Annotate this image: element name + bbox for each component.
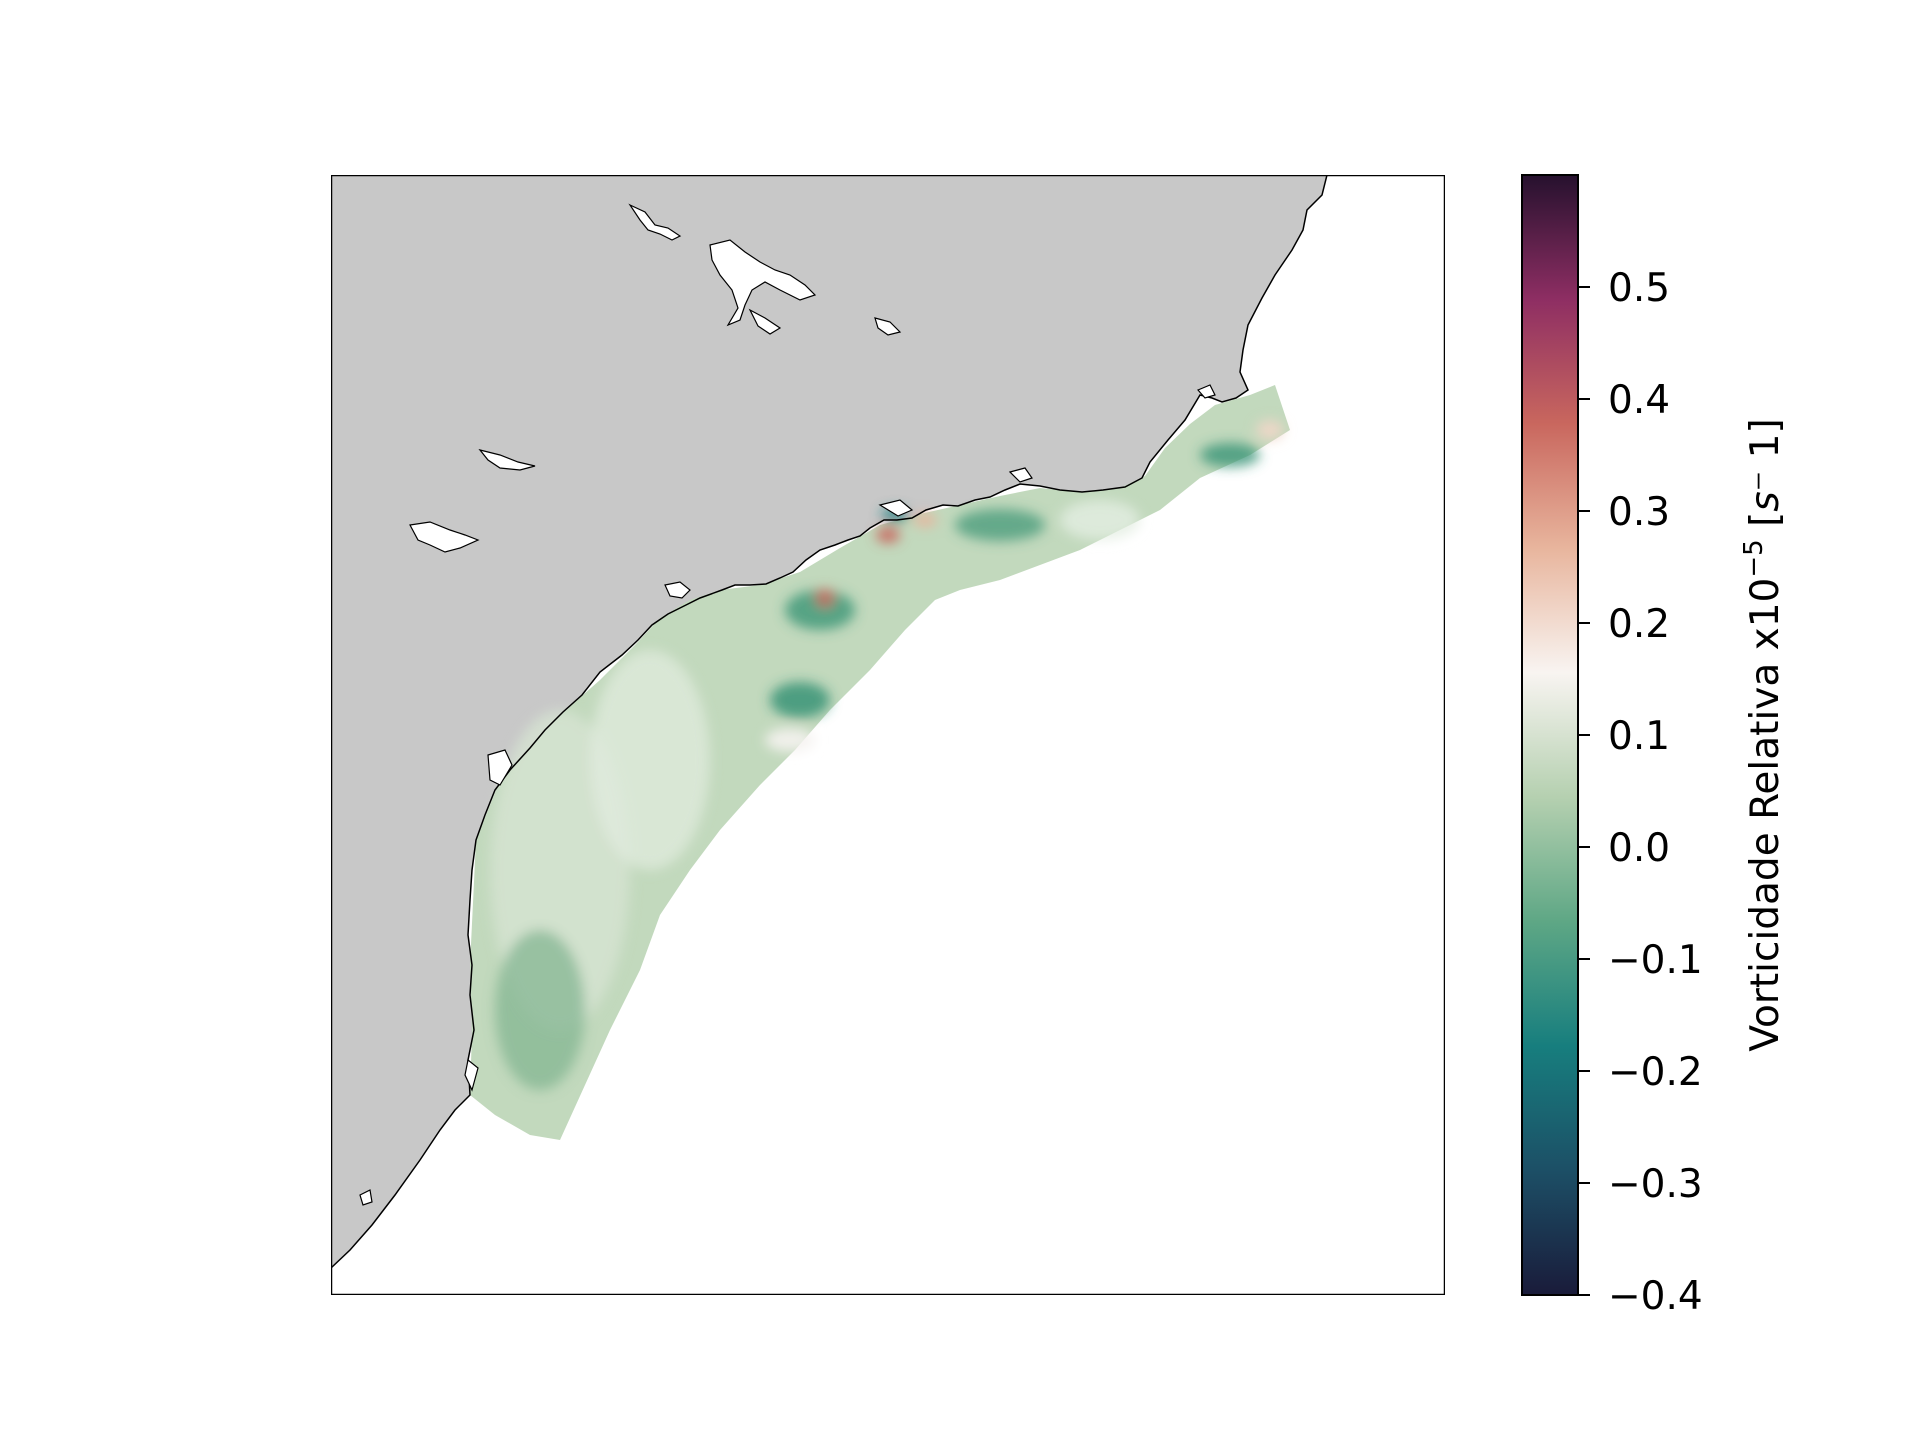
vorticity-positive-patch (876, 527, 900, 543)
colorbar-tick-label: 0.5 (1608, 266, 1670, 311)
colorbar-tick-label: −0.4 (1608, 1274, 1703, 1319)
colorbar-tick-label: 0.3 (1608, 490, 1670, 535)
colorbar-title: Vorticidade Relativa x10−5 [s⁻ 1] (1739, 418, 1788, 1051)
vorticity-field (470, 385, 1290, 1140)
map-axes (331, 175, 1445, 1295)
lake (709, 239, 817, 327)
vorticity-dark-patch (495, 930, 585, 1090)
lake (478, 448, 536, 471)
vorticity-dark-patch (1200, 443, 1260, 467)
lagoon (1008, 467, 1033, 483)
lagoon (487, 749, 513, 786)
vorticity-light-patch (590, 650, 710, 870)
vorticity-light-patch (765, 728, 815, 752)
colorbar-tick-label: −0.2 (1608, 1050, 1703, 1095)
colorbar: 0.5 0.4 0.3 0.2 0.1 0.0 −0.1 −0.2 −0.3 −0.4 Vorti… (1521, 174, 1788, 1319)
colorbar-tick-label: 0.1 (1608, 714, 1670, 759)
vorticity-positive-patch (913, 513, 937, 527)
lagoon (359, 1189, 373, 1206)
vorticity-dark-patch (955, 509, 1045, 541)
vorticity-dark-patch (785, 590, 855, 630)
colorbar-tick-label: 0.0 (1608, 826, 1670, 871)
colorbar-tick-label: 0.2 (1608, 602, 1670, 647)
vorticity-dark-patch (770, 682, 830, 718)
inland-water (359, 203, 1216, 1206)
land-mass (331, 175, 1327, 1268)
coastline (331, 175, 1328, 1269)
colorbar-tick-label: 0.4 (1608, 378, 1670, 423)
colorbar-ticks: 0.5 0.4 0.3 0.2 0.1 0.0 −0.1 −0.2 −0.3 −0.4 (1578, 266, 1703, 1319)
lake (748, 308, 782, 335)
colorbar-gradient (1521, 174, 1579, 1296)
vorticity-positive-patch (816, 589, 834, 607)
lagoon (464, 1058, 479, 1092)
lake (664, 581, 691, 599)
lagoon (878, 499, 914, 517)
lake (874, 317, 902, 336)
lagoon (1196, 384, 1216, 399)
vorticity-positive-patch (1256, 420, 1284, 440)
lake (409, 521, 480, 553)
vorticity-light-patch (1060, 500, 1140, 540)
colorbar-tick-label: −0.1 (1608, 938, 1703, 983)
lake (628, 203, 682, 241)
colorbar-tick-label: −0.3 (1608, 1162, 1703, 1207)
